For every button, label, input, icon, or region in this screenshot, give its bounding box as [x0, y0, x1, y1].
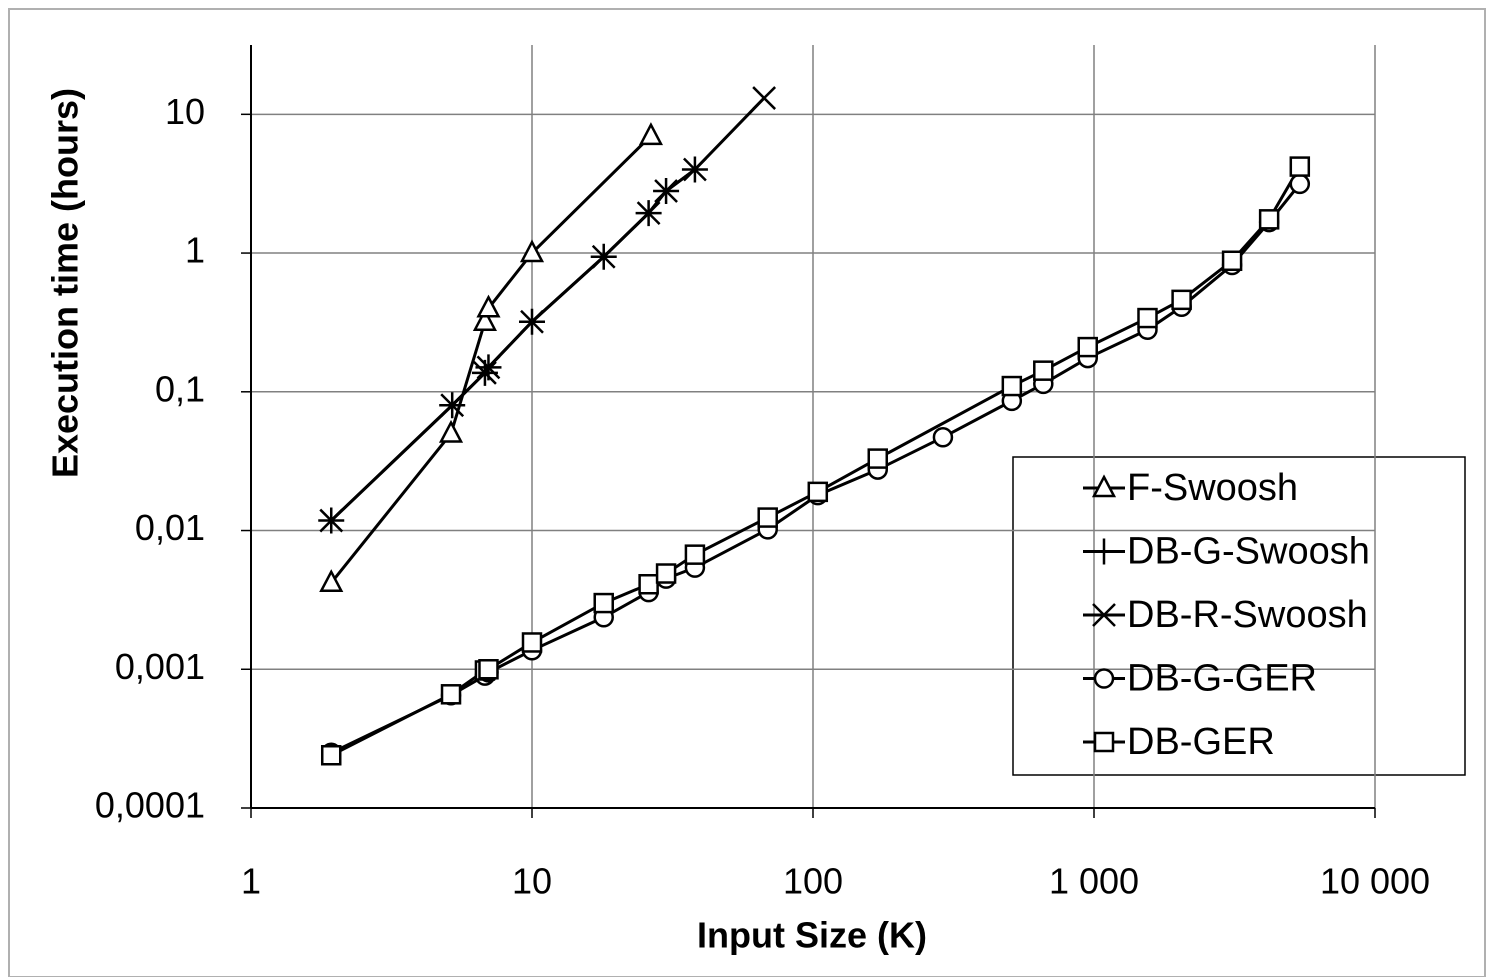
legend-label: DB-R-Swoosh	[1127, 594, 1368, 636]
marker	[752, 86, 777, 110]
marker	[638, 122, 664, 146]
marker	[593, 592, 614, 614]
y-tick-label: 0,1	[155, 368, 205, 409]
marker	[519, 239, 545, 263]
marker	[478, 659, 499, 680]
x-axis-title: Input Size (K)	[697, 915, 927, 956]
marker	[438, 419, 464, 443]
legend-label: DB-GER	[1127, 721, 1275, 763]
legend-label: DB-G-Swoosh	[1127, 531, 1370, 573]
marker	[440, 393, 465, 418]
marker	[472, 308, 498, 331]
marker	[683, 157, 707, 182]
marker	[757, 507, 778, 528]
x-tick-label: 100	[783, 861, 843, 902]
marker	[1091, 538, 1117, 565]
marker	[1091, 474, 1117, 498]
marker	[319, 569, 344, 593]
grid	[250, 45, 1376, 809]
marker	[1092, 603, 1116, 627]
marker	[867, 448, 889, 469]
marker	[476, 294, 501, 318]
marker	[1289, 156, 1311, 177]
marker	[476, 355, 501, 380]
marker	[932, 427, 954, 448]
marker	[1171, 289, 1192, 311]
legend-label: DB-G-GER	[1127, 658, 1317, 700]
legend: F-Swoosh DB-G-Swoosh DB-R-Swoosh DB-G-GER DB…	[1083, 467, 1370, 763]
x-tick-label: 10	[512, 861, 552, 902]
x-tick-label: 10 000	[1320, 861, 1430, 902]
marker	[1258, 209, 1280, 230]
marker	[1289, 173, 1311, 195]
y-tick-label: 0,001	[115, 646, 205, 687]
x-tick-label: 1	[241, 861, 261, 902]
marker	[807, 481, 829, 503]
legend-label: F-Swoosh	[1127, 467, 1298, 509]
marker	[473, 360, 497, 385]
marker	[320, 745, 342, 766]
marker	[1077, 336, 1098, 358]
marker	[654, 179, 678, 203]
y-tick-label: 1	[185, 230, 205, 271]
marker	[655, 563, 677, 584]
marker	[684, 544, 706, 565]
y-tick-label: 0,0001	[95, 785, 205, 826]
marker	[520, 309, 544, 334]
marker	[440, 684, 462, 705]
marker	[1221, 250, 1243, 272]
marker	[319, 508, 344, 533]
y-tick-label: 0,01	[135, 507, 205, 548]
marker	[636, 201, 661, 226]
marker	[521, 632, 543, 653]
y-axis-title: Execution time (hours)	[45, 88, 86, 478]
marker	[591, 244, 616, 269]
marker	[638, 574, 659, 595]
marker	[1001, 375, 1023, 397]
marker	[1093, 668, 1115, 689]
marker	[1033, 360, 1054, 381]
y-tick-label: 10	[165, 91, 205, 132]
marker	[1093, 731, 1115, 753]
x-tick-label: 1 000	[1049, 861, 1139, 902]
series-line	[330, 97, 766, 522]
marker	[1137, 307, 1158, 329]
